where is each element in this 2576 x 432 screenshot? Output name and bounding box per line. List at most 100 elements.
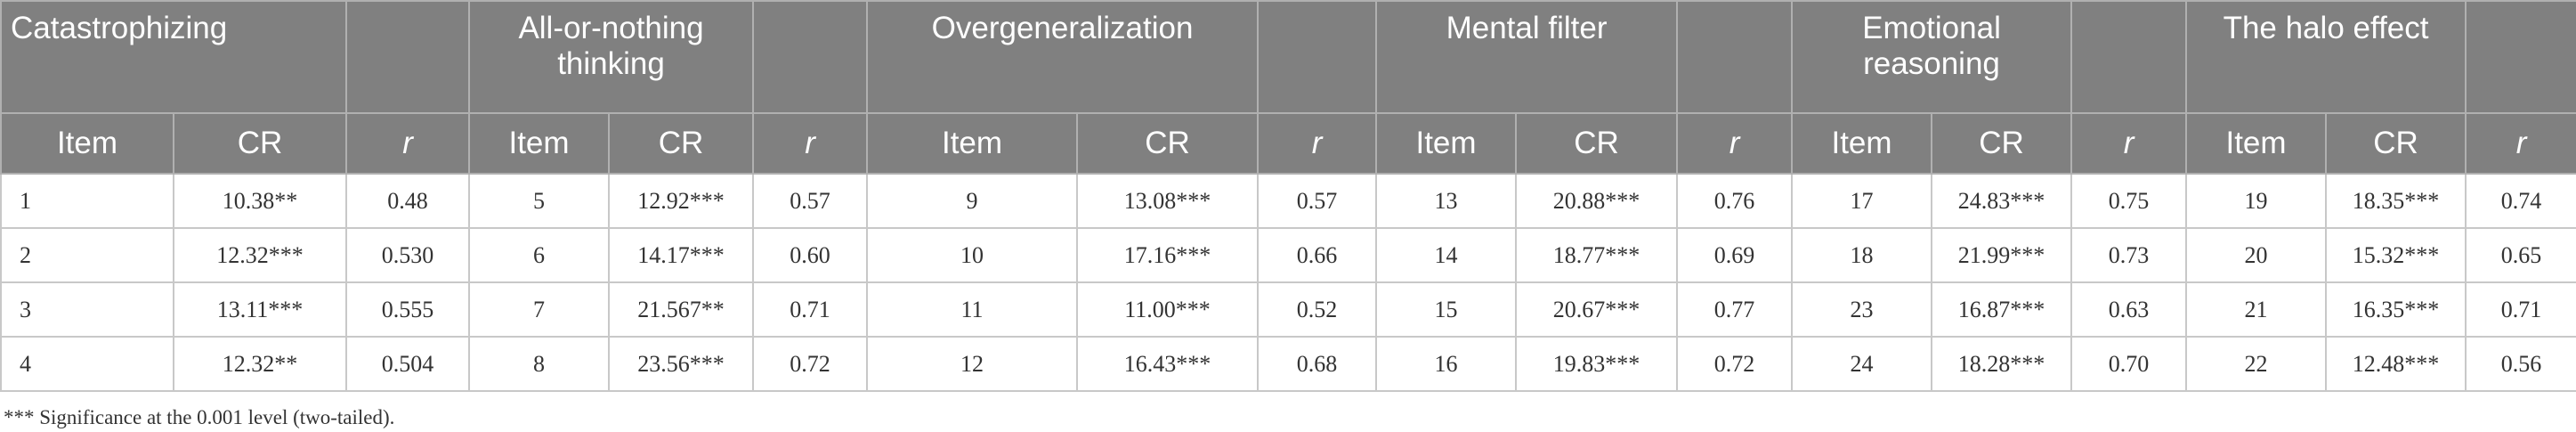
cell: 11 [866, 281, 1079, 338]
cell: 24.83*** [1931, 173, 2073, 229]
cell: 20.88*** [1515, 173, 1679, 229]
cell: 5 [468, 173, 611, 229]
cell: 10.38** [172, 173, 348, 229]
sub-header: r [345, 112, 471, 175]
empty-header [2070, 0, 2188, 114]
cell: 0.70 [2070, 336, 2188, 392]
cell: 0.555 [345, 281, 471, 338]
sub-header: r [752, 112, 869, 175]
cell: 16.35*** [2325, 281, 2467, 338]
data-row: 1 10.38** 0.48 5 12.92*** 0.57 9 13.08*** 0.57 13… [0, 173, 2576, 229]
sub-header: r [2070, 112, 2188, 175]
cell: 1 [0, 173, 174, 229]
sub-header: Item [468, 112, 611, 175]
empty-header [1676, 0, 1794, 114]
cell: 21.567** [608, 281, 755, 338]
cell: 20.67*** [1515, 281, 1679, 338]
cell: 24 [1791, 336, 1933, 392]
group-header: Mental filter [1375, 0, 1679, 114]
group-header: The halo effect [2185, 0, 2467, 114]
cell: 0.71 [752, 281, 869, 338]
cell: 10 [866, 227, 1079, 283]
cell: 0.63 [2070, 281, 2188, 338]
cell: 2 [0, 227, 174, 283]
cell: 0.60 [752, 227, 869, 283]
cell: 0.530 [345, 227, 471, 283]
cell: 15.32*** [2325, 227, 2467, 283]
data-row: 2 12.32*** 0.530 6 14.17*** 0.60 10 17.16*** 0.6… [0, 227, 2576, 283]
cell: 12.92*** [608, 173, 755, 229]
sub-header: Item [0, 112, 174, 175]
cell: 16 [1375, 336, 1518, 392]
sub-header: r [1676, 112, 1794, 175]
sub-header: Item [2185, 112, 2328, 175]
results-table: Catastrophizing All-or-nothing thinking Ov… [0, 0, 2576, 392]
cell: 0.52 [1257, 281, 1378, 338]
cell: 21 [2185, 281, 2328, 338]
cell: 13.11*** [172, 281, 348, 338]
cell: 18.28*** [1931, 336, 2073, 392]
cell: 22 [2185, 336, 2328, 392]
cell: 4 [0, 336, 174, 392]
cell: 14 [1375, 227, 1518, 283]
group-header-row: Catastrophizing All-or-nothing thinking Ov… [0, 0, 2576, 114]
cell: 3 [0, 281, 174, 338]
sub-header: r [1257, 112, 1378, 175]
footnote: *** Significance at the 0.001 level (two… [4, 406, 395, 428]
cell: 0.76 [1676, 173, 1794, 229]
cell: 12 [866, 336, 1079, 392]
cell: 0.69 [1676, 227, 1794, 283]
sub-header: CR [2325, 112, 2467, 175]
group-header: Catastrophizing [0, 0, 348, 114]
empty-header [2465, 0, 2576, 114]
empty-header [345, 0, 471, 114]
cell: 0.504 [345, 336, 471, 392]
cell: 12.32*** [172, 227, 348, 283]
cell: 0.74 [2465, 173, 2576, 229]
sub-header: Item [866, 112, 1079, 175]
cell: 0.68 [1257, 336, 1378, 392]
cell: 0.72 [752, 336, 869, 392]
cell: 19.83*** [1515, 336, 1679, 392]
cell: 0.71 [2465, 281, 2576, 338]
cell: 0.77 [1676, 281, 1794, 338]
cell: 13.08*** [1076, 173, 1260, 229]
cell: 20 [2185, 227, 2328, 283]
group-header: All-or-nothing thinking [468, 0, 755, 114]
cell: 0.56 [2465, 336, 2576, 392]
cell: 0.57 [752, 173, 869, 229]
cell: 8 [468, 336, 611, 392]
cell: 0.57 [1257, 173, 1378, 229]
cell: 0.73 [2070, 227, 2188, 283]
cell: 11.00*** [1076, 281, 1260, 338]
sub-header: CR [1931, 112, 2073, 175]
sub-header: Item [1791, 112, 1933, 175]
empty-header [752, 0, 869, 114]
cell: 13 [1375, 173, 1518, 229]
cell: 19 [2185, 173, 2328, 229]
group-header: Emotional reasoning [1791, 0, 2073, 114]
sub-header: CR [608, 112, 755, 175]
cell: 0.65 [2465, 227, 2576, 283]
cell: 9 [866, 173, 1079, 229]
cell: 16.43*** [1076, 336, 1260, 392]
cell: 0.48 [345, 173, 471, 229]
cell: 14.17*** [608, 227, 755, 283]
data-row: 3 13.11*** 0.555 7 21.567** 0.71 11 11.00*** 0.5… [0, 281, 2576, 338]
cell: 12.48*** [2325, 336, 2467, 392]
data-row: 4 12.32** 0.504 8 23.56*** 0.72 12 16.43*** 0.68… [0, 336, 2576, 392]
empty-header [1257, 0, 1378, 114]
sub-header: r [2465, 112, 2576, 175]
cell: 21.99*** [1931, 227, 2073, 283]
cell: 17 [1791, 173, 1933, 229]
sub-header: Item [1375, 112, 1518, 175]
sub-header: CR [1076, 112, 1260, 175]
cell: 7 [468, 281, 611, 338]
cell: 18 [1791, 227, 1933, 283]
sub-header: CR [1515, 112, 1679, 175]
cell: 23.56*** [608, 336, 755, 392]
sub-header: CR [172, 112, 348, 175]
cell: 6 [468, 227, 611, 283]
group-header: Overgeneralization [866, 0, 1260, 114]
